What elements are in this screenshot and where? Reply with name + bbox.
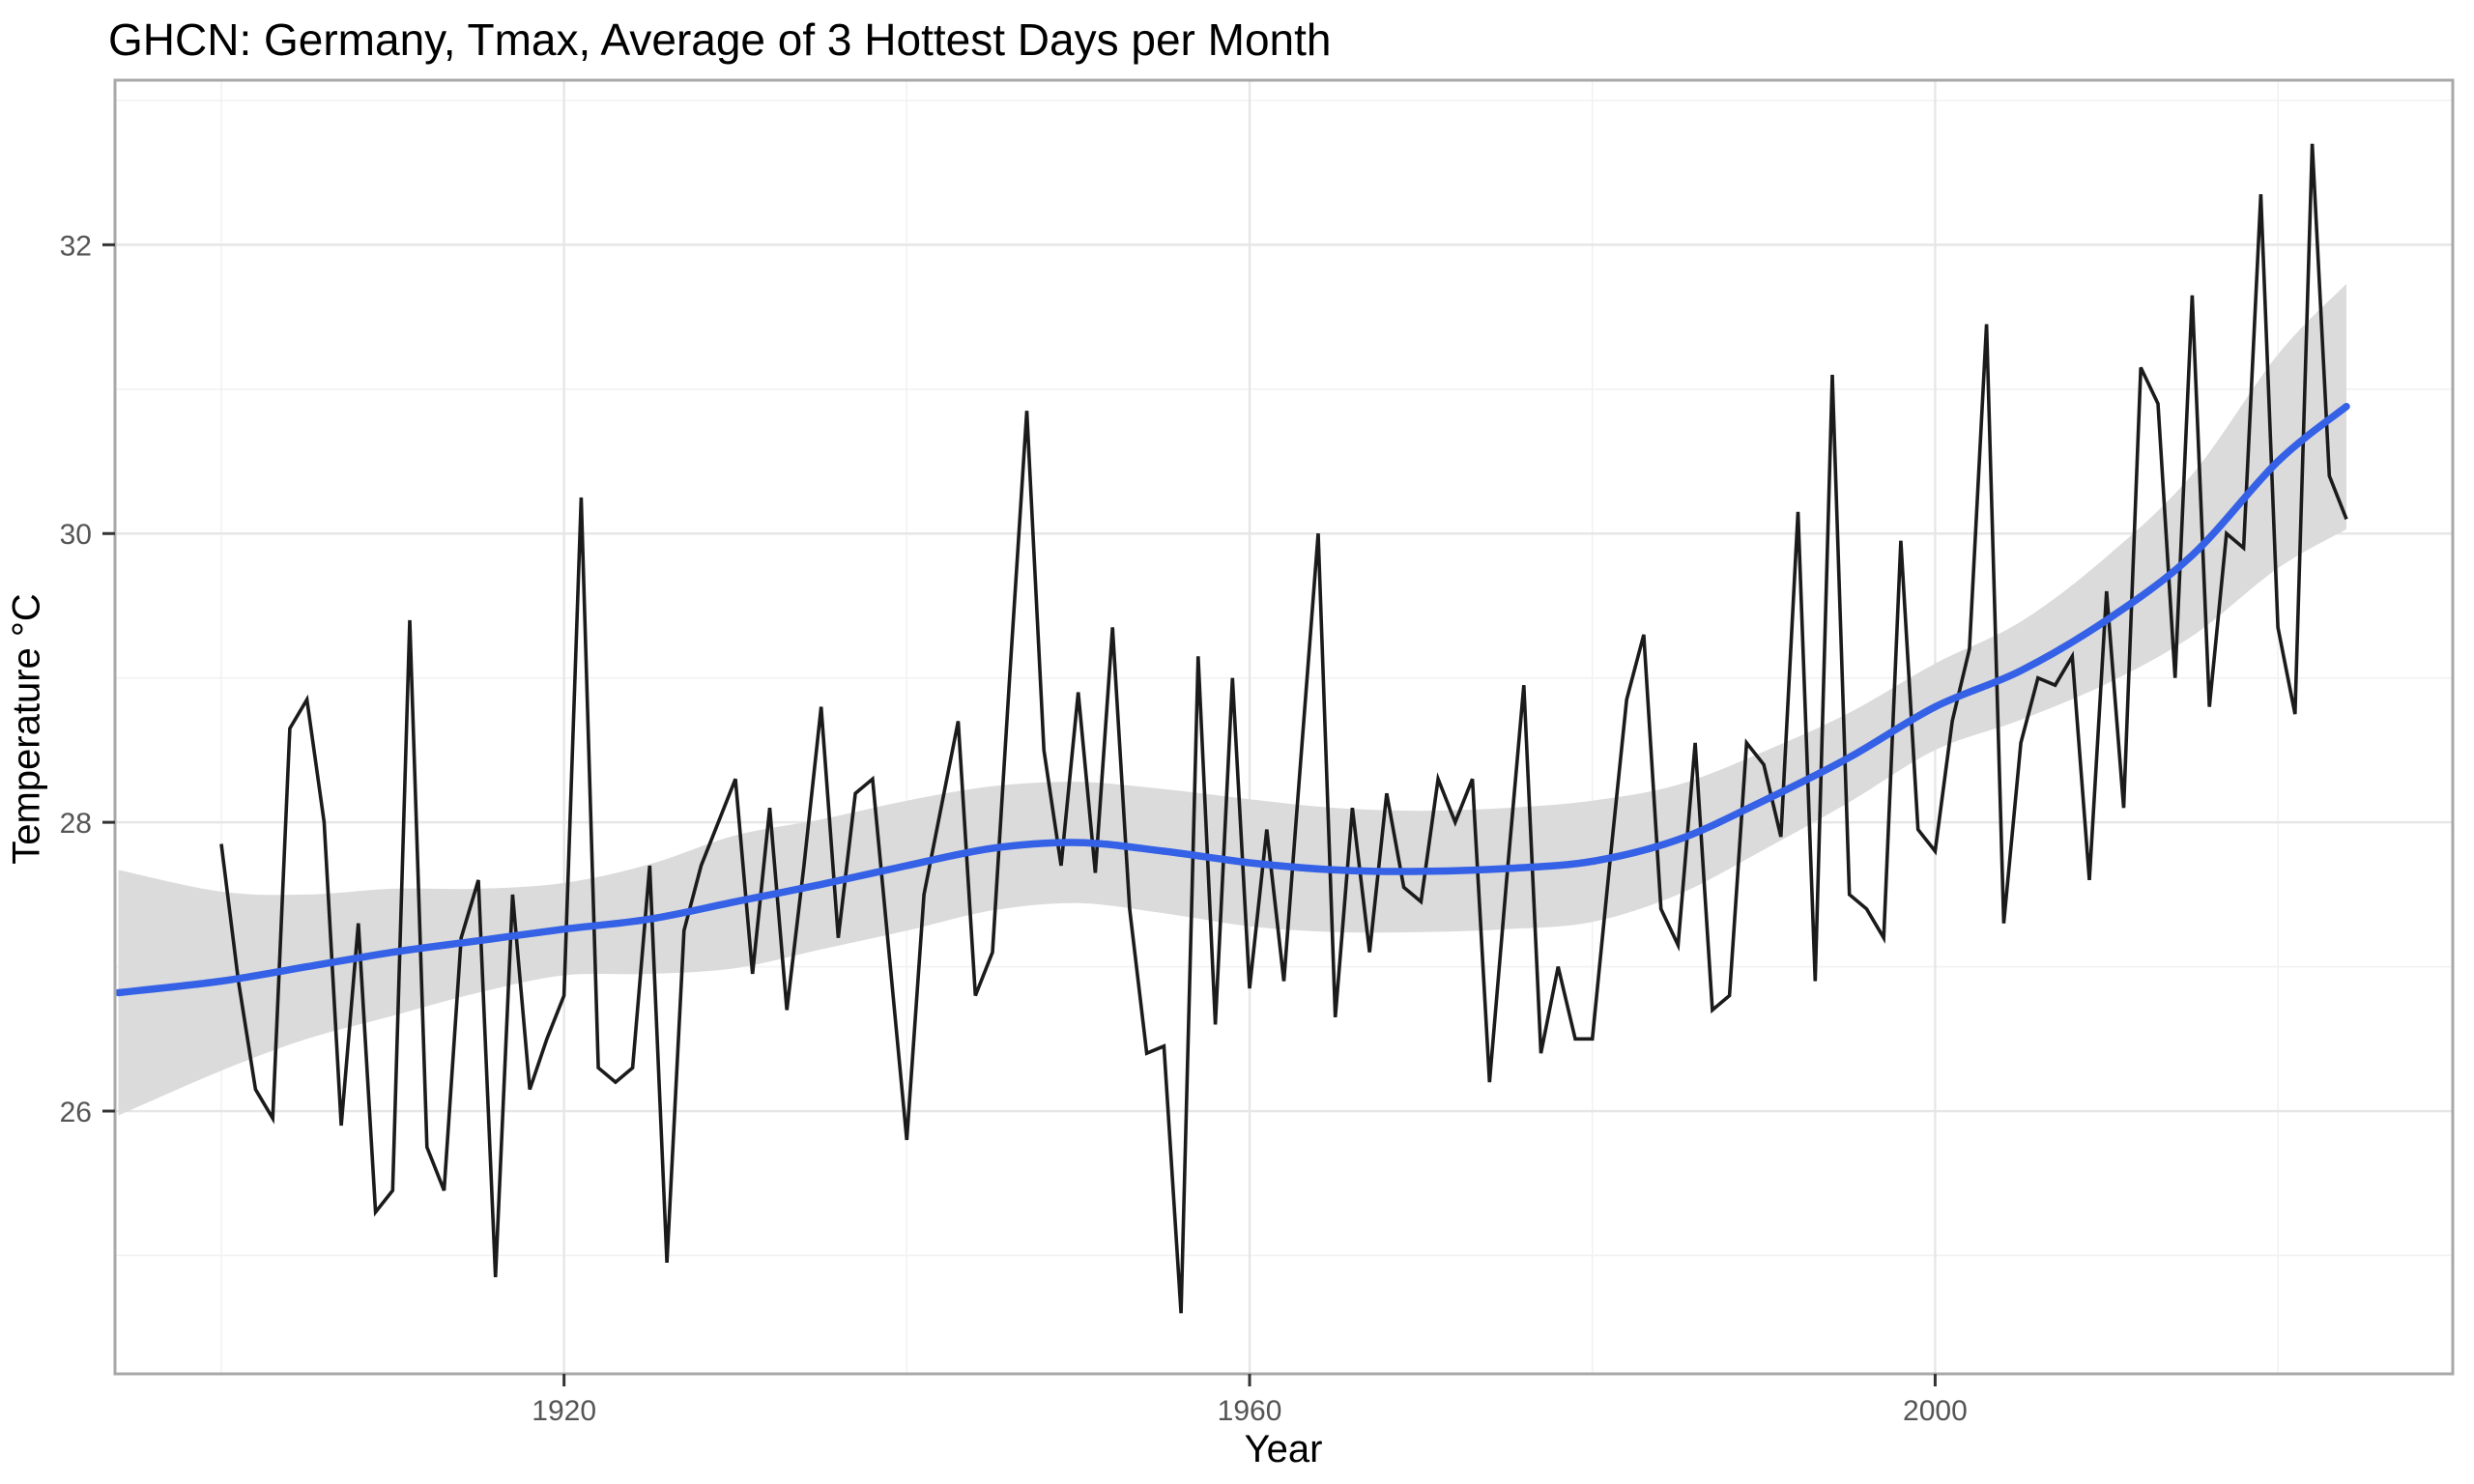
x-tick-label: 1920 (532, 1395, 596, 1427)
y-axis-title: Temperature °C (5, 593, 48, 865)
panel-border (113, 78, 2455, 1376)
confidence-band (118, 283, 2346, 1116)
annual-series-line (219, 143, 2348, 1314)
smooth-trend-line (114, 402, 2350, 997)
y-tick-label: 30 (60, 519, 92, 551)
y-tick-label: 28 (60, 808, 92, 840)
x-tick-label: 2000 (1903, 1395, 1968, 1427)
chart-title: GHCN: Germany, Tmax, Average of 3 Hottes… (108, 14, 1332, 65)
panel-background (115, 80, 2453, 1374)
y-tick-label: 32 (60, 230, 92, 262)
x-tick-label: 1960 (1218, 1395, 1282, 1427)
x-axis-title: Year (1244, 1428, 1323, 1470)
y-tick-label: 26 (60, 1097, 92, 1128)
